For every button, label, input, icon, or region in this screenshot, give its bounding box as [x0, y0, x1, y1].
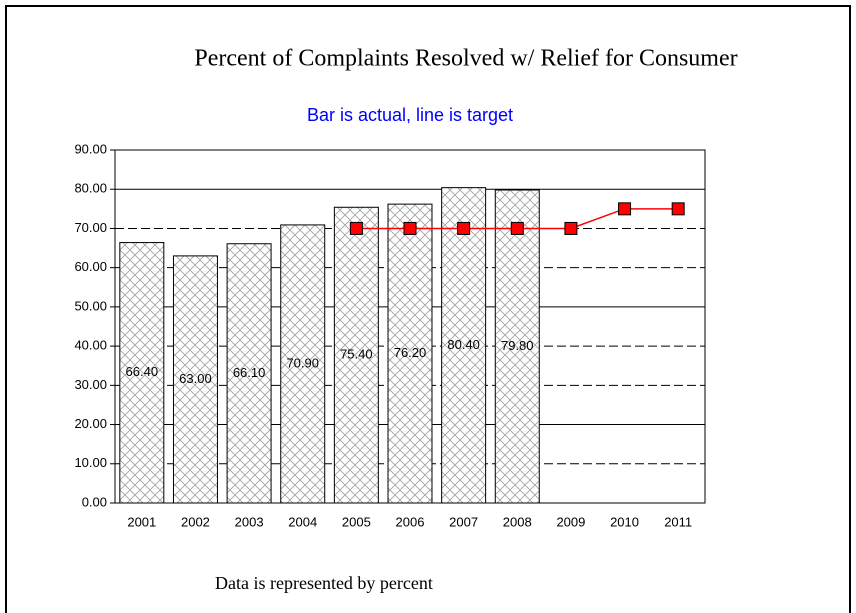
x-tick-label: 2009: [556, 514, 585, 529]
line-marker: [510, 221, 524, 235]
x-tick-label: 2011: [664, 514, 692, 529]
x-tick-label: 2003: [235, 514, 264, 529]
bar: [119, 242, 165, 504]
y-tick-label: 10.00: [74, 455, 107, 470]
x-tick-label: 2005: [342, 514, 371, 529]
plot-area: 0.00 10.00 20.00 30.00 40.00 50.00 60.00 70.00 8…: [74, 141, 706, 529]
y-tick-label: 50.00: [74, 298, 107, 313]
x-tick-label: 2007: [449, 514, 478, 529]
value-label: 66.40: [126, 364, 159, 379]
line-marker: [564, 221, 578, 235]
bar: [387, 203, 433, 504]
y-tick-label: 90.00: [74, 141, 107, 156]
plot-border: [114, 149, 706, 504]
y-tick-label: 0.00: [82, 494, 107, 509]
y-tick-label: 80.00: [74, 181, 107, 196]
bar: [226, 243, 272, 504]
value-label: 63.00: [179, 371, 212, 386]
value-label: 76.20: [394, 345, 427, 360]
x-tick-label: 2006: [396, 514, 425, 529]
bar: [494, 189, 540, 504]
y-tick-label: 70.00: [74, 220, 107, 235]
y-tick-label: 30.00: [74, 377, 107, 392]
chart-title: Percent of Complaints Resolved w/ Relief…: [194, 46, 737, 72]
bar: [441, 187, 487, 504]
line-marker: [671, 202, 685, 216]
line-marker: [618, 202, 632, 216]
value-label: 79.80: [501, 338, 534, 353]
value-label: 70.90: [286, 355, 319, 370]
x-tick-label: 2004: [288, 514, 317, 529]
y-tick-label: 60.00: [74, 259, 107, 274]
line-marker: [403, 221, 417, 235]
value-label: 75.40: [340, 347, 373, 362]
y-tick-label: 40.00: [74, 338, 107, 353]
frame: [5, 5, 851, 613]
x-tick-label: 2001: [127, 514, 156, 529]
chart-subtitle: Bar is actual, line is target: [307, 105, 513, 125]
x-tick-label: 2008: [503, 514, 532, 529]
x-tick-label: 2010: [610, 514, 639, 529]
footer-note: Data is represented by percent: [215, 573, 433, 593]
x-tick-label: 2002: [181, 514, 210, 529]
line-marker: [457, 221, 471, 235]
line-marker: [349, 221, 363, 235]
y-tick-label: 20.00: [74, 416, 107, 431]
value-label: 66.10: [233, 365, 266, 380]
bar: [333, 206, 379, 504]
value-label: 80.40: [447, 337, 480, 352]
